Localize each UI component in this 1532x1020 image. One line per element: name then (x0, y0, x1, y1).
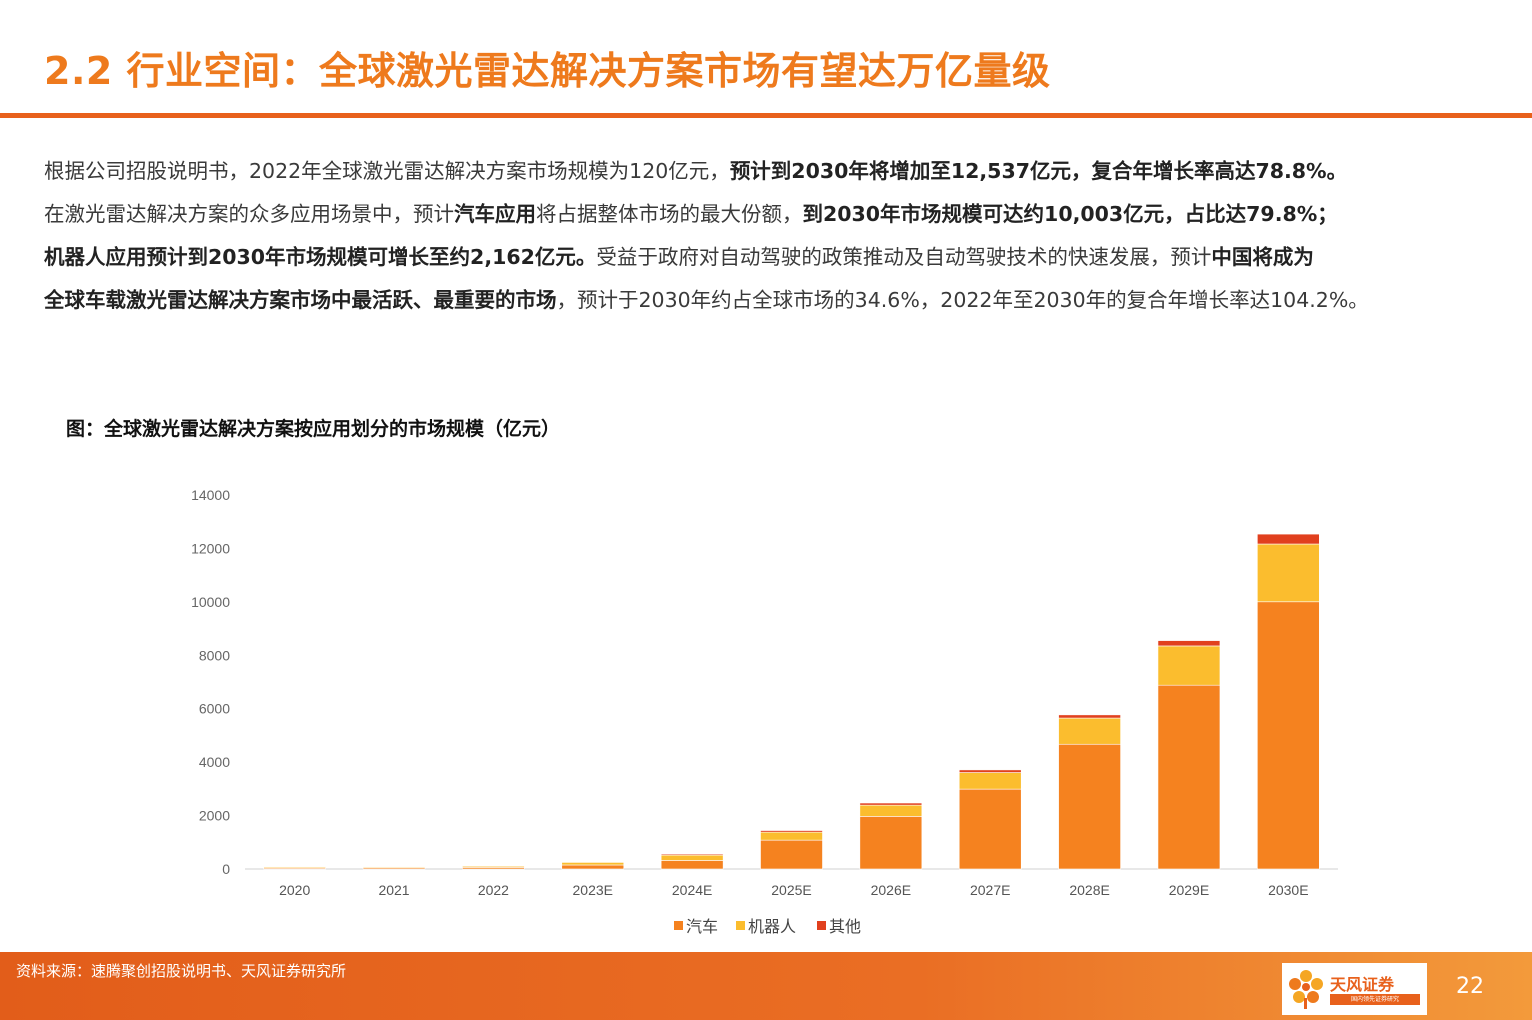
x-tick-label: 2027E (970, 882, 1010, 898)
bar-segment (462, 865, 525, 867)
x-tick-label: 2025E (771, 882, 811, 898)
bar-segment (660, 854, 724, 861)
legend-label: 汽车 (686, 917, 718, 936)
title-divider (0, 113, 1532, 118)
bar-segment (859, 802, 923, 806)
bar-segment (660, 853, 724, 856)
page-title: 2.2 行业空间：全球激光雷达解决方案市场有望达万亿量级 (44, 49, 1051, 93)
legend-label: 其他 (829, 917, 861, 936)
y-tick-label: 6000 (199, 701, 230, 717)
body-line: 根据公司招股说明书，2022年全球激光雷达解决方案市场规模为120亿元，预计到2… (44, 150, 1514, 193)
body-emphasis-text: 中国将成为 (1211, 245, 1314, 269)
bar-segment (561, 861, 625, 863)
bar-segment (362, 866, 426, 868)
y-tick-label: 2000 (199, 808, 230, 824)
bar-segment (1058, 743, 1121, 870)
logo-tagline: 国内领先证券研究 (1330, 994, 1420, 1005)
body-emphasis-text: 全球车载激光雷达解决方案市场中最活跃、最重要的市场 (44, 288, 557, 312)
x-tick-label: 2026E (871, 882, 911, 898)
body-paragraph: 根据公司招股说明书，2022年全球激光雷达解决方案市场规模为120亿元，预计到2… (44, 150, 1514, 322)
body-text-run: ，预计于2030年约占全球市场的34.6%，2022年至2030年的复合年增长率… (556, 288, 1369, 312)
bar-segment (958, 788, 1022, 870)
bar-segment (859, 816, 923, 870)
stacked-bar-chart: 0 2000 4000 6000 8000 10000 12000 14000 2020 2021… (191, 487, 1338, 936)
body-line: 在激光雷达解决方案的众多应用场景中，预计汽车应用将占据整体市场的最大份额，到20… (44, 193, 1514, 236)
bar-segment (760, 839, 823, 870)
y-tick-label: 14000 (191, 487, 230, 503)
flower-logo-icon (1289, 970, 1323, 1009)
body-line: 全球车载激光雷达解决方案市场中最活跃、最重要的市场，预计于2030年约占全球市场… (44, 279, 1514, 322)
legend-swatch (674, 921, 683, 930)
y-tick-label: 10000 (191, 594, 230, 610)
bar-segment (760, 830, 823, 833)
x-tick-label: 2021 (378, 882, 409, 898)
bar-segment (1058, 717, 1121, 745)
legend-swatch (817, 921, 826, 930)
x-tick-label: 2020 (279, 882, 310, 898)
body-text-run: 根据公司招股说明书，2022年全球激光雷达解决方案市场规模为120亿元， (44, 159, 730, 183)
x-tick-label: 2028E (1069, 882, 1109, 898)
bar-segment (1257, 601, 1320, 870)
y-tick-label: 8000 (199, 647, 230, 663)
bar-segment (760, 831, 823, 841)
company-logo: 天风证券 国内领先证券研究 (1282, 963, 1427, 1015)
bar-segment (1058, 714, 1121, 719)
y-tick-label: 4000 (199, 754, 230, 770)
bar-segment (561, 864, 625, 870)
x-tick-label: 2029E (1169, 882, 1209, 898)
page-number: 22 (1456, 974, 1484, 999)
bar-segment (263, 866, 326, 868)
body-emphasis-text: 到2030年市场规模可达约10,003亿元，占比达79.8%； (802, 202, 1338, 226)
bar-segment (1157, 645, 1221, 686)
x-tick-label: 2023E (573, 882, 613, 898)
body-text-run: 受益于政府对自动驾驶的政策推动及自动驾驶技术的快速发展，预计 (596, 245, 1212, 269)
x-tick-label: 2024E (672, 882, 712, 898)
body-line: 机器人应用预计到2030年市场规模可增长至约2,162亿元。受益于政府对自动驾驶… (44, 236, 1514, 279)
body-text-run: 将占据整体市场的最大份额， (536, 202, 803, 226)
x-tick-label: 2030E (1268, 882, 1308, 898)
legend-label: 机器人 (748, 917, 796, 936)
body-text-run: 在激光雷达解决方案的众多应用场景中，预计 (44, 202, 454, 226)
bar-segment (1157, 640, 1221, 647)
y-tick-label: 0 (222, 861, 230, 877)
footer-bar: 资料来源：速腾聚创招股说明书、天风证券研究所 天风证券 国内领先证券研究 22 (0, 952, 1532, 1020)
x-tick-label: 2022 (478, 882, 509, 898)
bar-segment (958, 769, 1022, 773)
bar-segment (660, 860, 724, 870)
legend-swatch (736, 921, 745, 930)
bar-segment (561, 862, 625, 866)
source-note: 资料来源：速腾聚创招股说明书、天风证券研究所 (16, 962, 347, 980)
bar-segment (1257, 543, 1320, 603)
bar-segment (958, 772, 1022, 790)
body-emphasis-text: 机器人应用预计到2030年市场规模可增长至约2,162亿元。 (44, 245, 597, 269)
body-emphasis-text: 汽车应用 (454, 202, 536, 226)
y-tick-label: 12000 (191, 540, 230, 556)
bar-segment (1257, 533, 1320, 545)
bar-segment (1157, 684, 1221, 870)
body-emphasis-text: 预计到2030年将增加至12,537亿元，复合年增长率高达78.8%。 (729, 159, 1348, 183)
chart-caption: 图：全球激光雷达解决方案按应用划分的市场规模（亿元） (66, 418, 561, 440)
bar-segment (859, 804, 923, 817)
logo-name: 天风证券 (1330, 975, 1395, 994)
